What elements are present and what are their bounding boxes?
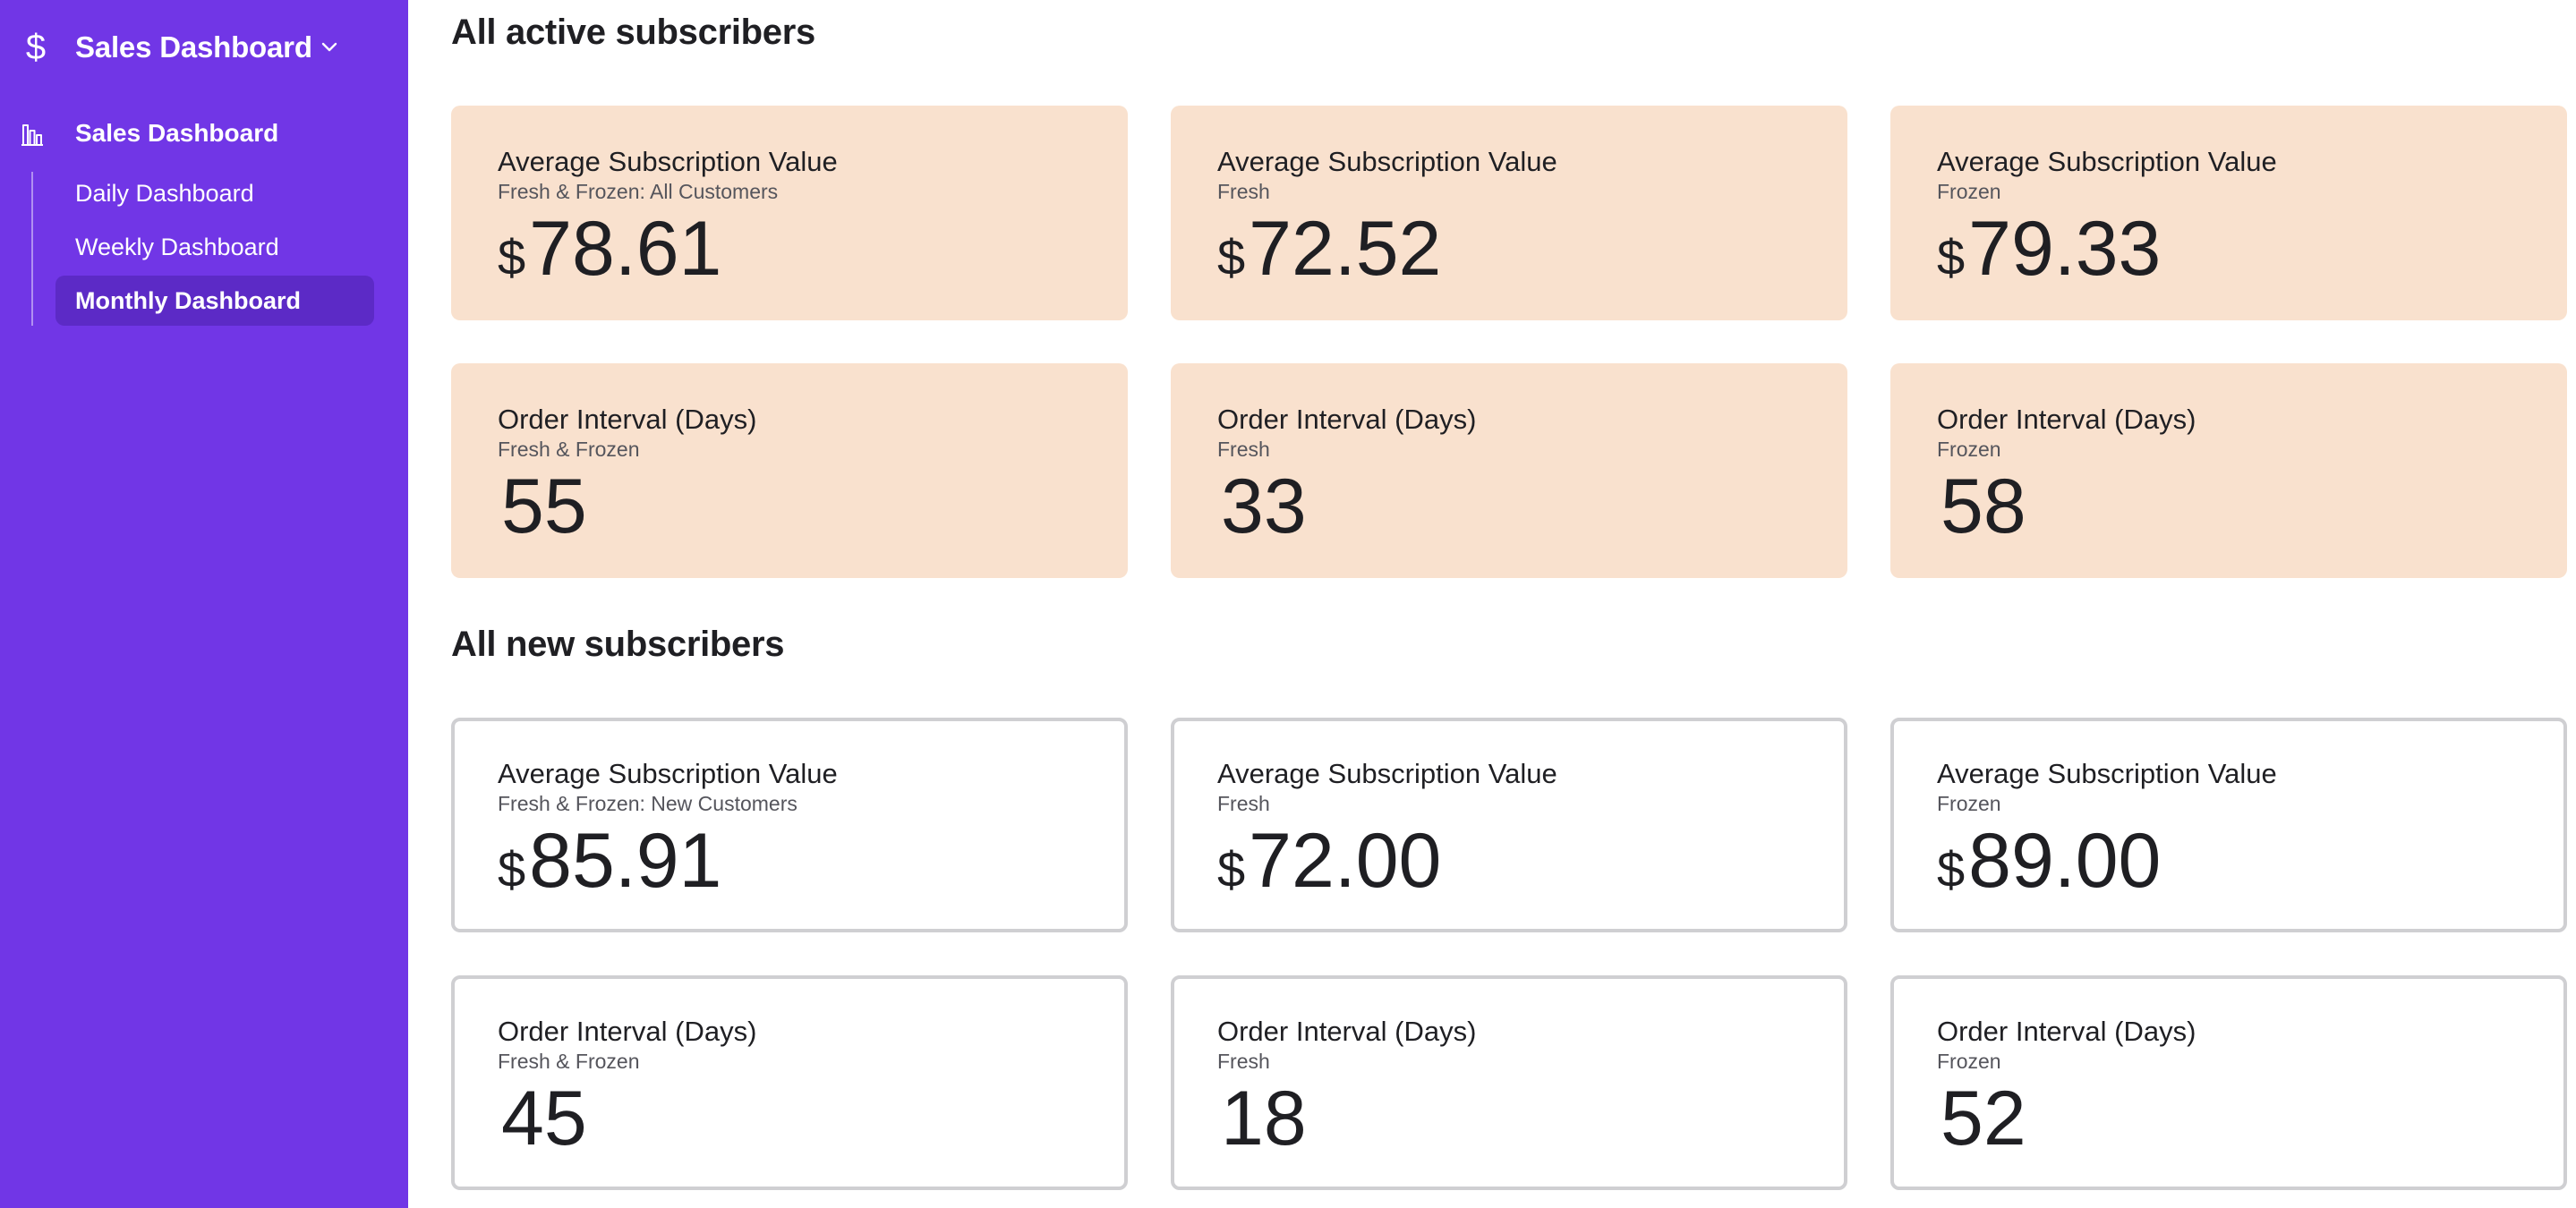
metric-card: Order Interval (Days) Frozen 52: [1890, 975, 2567, 1190]
chevron-down-icon[interactable]: [319, 36, 340, 57]
card-subtitle: Fresh: [1217, 438, 1270, 461]
metric-card: Order Interval (Days) Fresh & Frozen 55: [451, 363, 1128, 578]
metric-card: Order Interval (Days) Fresh & Frozen 45: [451, 975, 1128, 1190]
metric-card: Average Subscription Value Fresh $ 72.52: [1171, 106, 1847, 320]
metric-card: Average Subscription Value Frozen $ 79.3…: [1890, 106, 2567, 320]
card-value: 58: [1937, 464, 2567, 549]
metric-value: 85.91: [529, 818, 722, 904]
card-value: 55: [498, 464, 1128, 549]
card-subtitle: Fresh & Frozen: All Customers: [498, 180, 779, 203]
card-subtitle: Fresh: [1217, 180, 1270, 203]
card-value: $ 85.91: [498, 818, 1124, 904]
card-title: Order Interval (Days): [498, 404, 757, 435]
sidebar-item-weekly-dashboard[interactable]: Weekly Dashboard: [55, 222, 374, 272]
nav-section-label: Sales Dashboard: [75, 119, 279, 147]
metric-value: 18: [1221, 1076, 1307, 1161]
sidebar-item-daily-dashboard[interactable]: Daily Dashboard: [55, 168, 374, 218]
nav-tree-line: [31, 172, 33, 326]
metric-card: Average Subscription Value Fresh $ 72.00: [1171, 718, 1847, 932]
metric-card: Order Interval (Days) Fresh 33: [1171, 363, 1847, 578]
sidebar-item-label: Weekly Dashboard: [75, 233, 279, 260]
metric-card: Average Subscription Value Fresh & Froze…: [451, 718, 1128, 932]
metric-card: Average Subscription Value Frozen $ 89.0…: [1890, 718, 2567, 932]
card-value: 52: [1937, 1076, 2563, 1161]
card-value: $ 72.52: [1217, 206, 1847, 292]
card-subtitle: Frozen: [1937, 792, 2001, 815]
metric-value: 45: [501, 1076, 587, 1161]
metric-value: 78.61: [529, 206, 722, 292]
card-subtitle: Fresh: [1217, 792, 1270, 815]
metric-value: 72.52: [1249, 206, 1442, 292]
card-title: Average Subscription Value: [1217, 758, 1557, 789]
card-subtitle: Fresh & Frozen: [498, 438, 640, 461]
metric-card: Order Interval (Days) Fresh 18: [1171, 975, 1847, 1190]
card-title: Average Subscription Value: [498, 146, 838, 177]
card-subtitle: Fresh & Frozen: [498, 1050, 640, 1073]
nav-section-sales-dashboard[interactable]: Sales Dashboard: [0, 111, 408, 156]
metric-value: 89.00: [1968, 818, 2162, 904]
section-title-new-subscribers: All new subscribers: [451, 625, 785, 664]
card-subtitle: Frozen: [1937, 438, 2001, 461]
metric-value: 79.33: [1968, 206, 2162, 292]
card-value: 33: [1217, 464, 1847, 549]
card-title: Average Subscription Value: [1217, 146, 1557, 177]
currency-symbol: $: [498, 841, 526, 897]
card-value: $ 79.33: [1937, 206, 2567, 292]
card-subtitle: Fresh & Frozen: New Customers: [498, 792, 798, 815]
card-title: Order Interval (Days): [1937, 404, 2196, 435]
card-value: 18: [1217, 1076, 1844, 1161]
currency-symbol: $: [498, 229, 526, 285]
card-value: $ 72.00: [1217, 818, 1844, 904]
sidebar-item-label: Monthly Dashboard: [75, 286, 302, 314]
metric-card: Order Interval (Days) Frozen 58: [1890, 363, 2567, 578]
card-value: $ 78.61: [498, 206, 1128, 292]
card-subtitle: Frozen: [1937, 1050, 2001, 1073]
currency-symbol: $: [1217, 229, 1246, 285]
app-title: Sales Dashboard: [75, 30, 312, 64]
metric-value: 72.00: [1249, 818, 1442, 904]
app-switcher[interactable]: $ Sales Dashboard: [0, 16, 408, 79]
bar-chart-icon: [21, 124, 43, 146]
dollar-icon: $: [25, 27, 47, 67]
metric-value: 55: [501, 464, 587, 549]
sidebar-item-label: Daily Dashboard: [75, 179, 254, 207]
card-title: Average Subscription Value: [498, 758, 838, 789]
card-value: 45: [498, 1076, 1124, 1161]
sidebar: $ Sales Dashboard Sales Dashboard Daily …: [0, 0, 408, 1208]
card-value: $ 89.00: [1937, 818, 2563, 904]
main-content: All active subscribers Average Subscript…: [408, 0, 2576, 1208]
metric-value: 52: [1941, 1076, 2026, 1161]
currency-symbol: $: [1937, 841, 1966, 897]
metric-card: Average Subscription Value Fresh & Froze…: [451, 106, 1128, 320]
card-title: Order Interval (Days): [1217, 404, 1477, 435]
metric-value: 33: [1221, 464, 1307, 549]
card-title: Average Subscription Value: [1937, 146, 2277, 177]
card-title: Order Interval (Days): [498, 1016, 757, 1047]
metric-value: 58: [1941, 464, 2026, 549]
section-title-active-subscribers: All active subscribers: [451, 13, 815, 52]
card-title: Average Subscription Value: [1937, 758, 2277, 789]
currency-symbol: $: [1937, 229, 1966, 285]
card-title: Order Interval (Days): [1937, 1016, 2196, 1047]
sidebar-item-monthly-dashboard[interactable]: Monthly Dashboard: [55, 276, 374, 326]
card-title: Order Interval (Days): [1217, 1016, 1477, 1047]
card-subtitle: Fresh: [1217, 1050, 1270, 1073]
card-subtitle: Frozen: [1937, 180, 2001, 203]
currency-symbol: $: [1217, 841, 1246, 897]
